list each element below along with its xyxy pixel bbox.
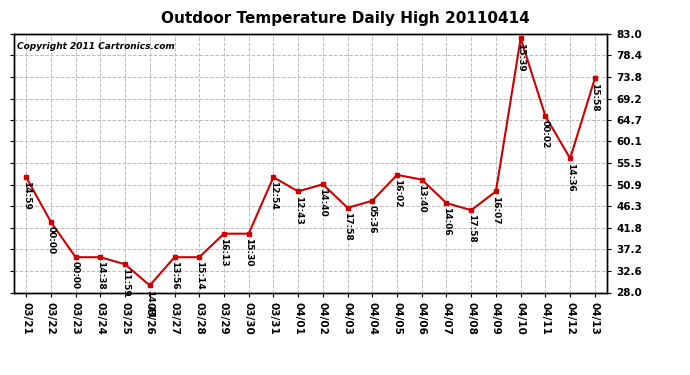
Text: 12:43: 12:43 <box>294 195 303 224</box>
Text: 00:02: 00:02 <box>541 120 550 148</box>
Text: 14:40: 14:40 <box>318 189 327 217</box>
Text: 16:02: 16:02 <box>393 179 402 207</box>
Text: 15:58: 15:58 <box>591 82 600 111</box>
Text: 16:07: 16:07 <box>491 195 500 224</box>
Text: 13:40: 13:40 <box>417 184 426 212</box>
Text: 14:59: 14:59 <box>21 182 30 210</box>
Text: 14:06: 14:06 <box>442 207 451 236</box>
Text: Copyright 2011 Cartronics.com: Copyright 2011 Cartronics.com <box>17 42 175 51</box>
Text: 17:58: 17:58 <box>343 212 352 241</box>
Text: 17:58: 17:58 <box>466 214 475 243</box>
Text: 15:30: 15:30 <box>244 238 253 266</box>
Text: 14:38: 14:38 <box>96 261 105 290</box>
Text: 11:59: 11:59 <box>121 268 130 297</box>
Text: 00:00: 00:00 <box>71 261 80 290</box>
Text: 13:56: 13:56 <box>170 261 179 290</box>
Text: 15:39: 15:39 <box>516 43 525 71</box>
Text: 14:36: 14:36 <box>566 163 575 191</box>
Text: 00:00: 00:00 <box>46 226 55 254</box>
Text: Outdoor Temperature Daily High 20110414: Outdoor Temperature Daily High 20110414 <box>161 11 529 26</box>
Text: 05:36: 05:36 <box>368 205 377 233</box>
Text: 14:41: 14:41 <box>146 290 155 318</box>
Text: 12:54: 12:54 <box>269 182 278 210</box>
Text: 15:14: 15:14 <box>195 261 204 290</box>
Text: 16:13: 16:13 <box>219 238 228 267</box>
